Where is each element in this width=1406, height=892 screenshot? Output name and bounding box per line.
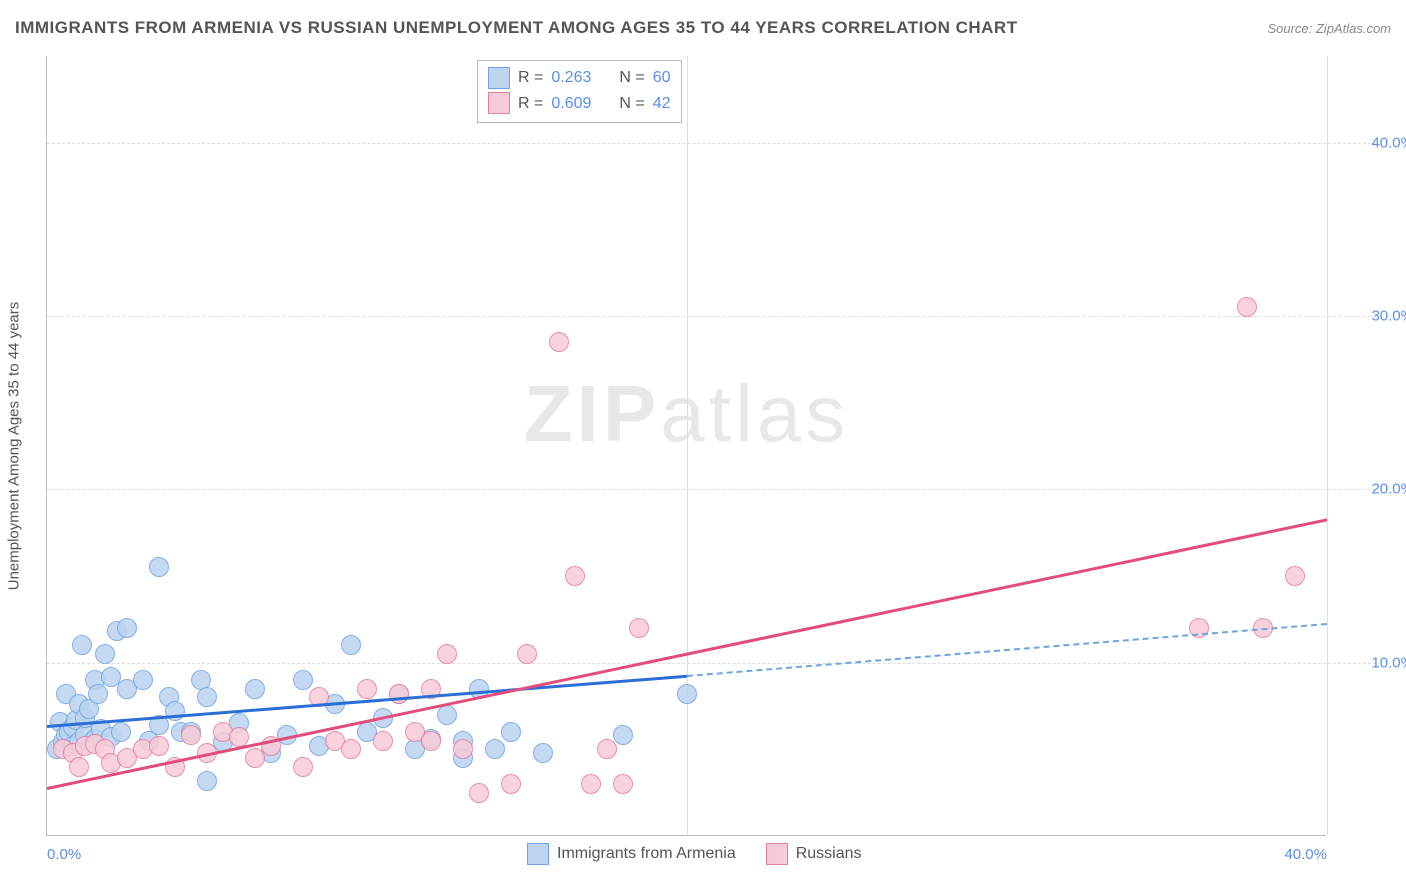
legend-correlation: R = 0.263 N = 60 R = 0.609 N = 42 [477,60,682,123]
scatter-point [117,618,137,638]
trend-line-extrapolated [687,623,1327,677]
x-tick-label: 0.0% [47,846,81,863]
scatter-point [629,618,649,638]
scatter-point [469,783,489,803]
y-tick-label: 10.0% [1371,654,1406,671]
y-tick-label: 20.0% [1371,481,1406,498]
scatter-point [613,774,633,794]
legend-item: Immigrants from Armenia [527,843,736,865]
scatter-point [485,739,505,759]
legend-r-value: 0.263 [551,65,591,91]
legend-swatch [766,843,788,865]
scatter-point [245,679,265,699]
scatter-point [293,757,313,777]
scatter-point [373,731,393,751]
legend-row: R = 0.263 N = 60 [488,65,671,91]
scatter-point [357,679,377,699]
legend-r-value: 0.609 [551,91,591,117]
watermark-bold: ZIP [524,369,660,458]
scatter-point [501,722,521,742]
gridline-h [47,316,1376,317]
scatter-point [453,739,473,759]
scatter-point [565,566,585,586]
scatter-point [501,774,521,794]
legend-n-value: 60 [653,65,671,91]
scatter-point [677,684,697,704]
scatter-point [197,687,217,707]
y-tick-label: 40.0% [1371,134,1406,151]
legend-row: R = 0.609 N = 42 [488,91,671,117]
scatter-point [533,743,553,763]
scatter-point [133,670,153,690]
legend-n-label: N = [619,65,644,91]
legend-swatch [488,67,510,89]
legend-swatch [488,92,510,114]
scatter-point [149,736,169,756]
scatter-point [517,644,537,664]
scatter-point [72,635,92,655]
scatter-point [613,725,633,745]
scatter-point [1285,566,1305,586]
chart-title: IMMIGRANTS FROM ARMENIA VS RUSSIAN UNEMP… [15,18,1018,38]
source-label: Source: ZipAtlas.com [1267,21,1391,36]
legend-series: Immigrants from Armenia Russians [527,843,862,865]
scatter-point [197,771,217,791]
scatter-point [597,739,617,759]
gridline-v [687,56,688,835]
scatter-point [293,670,313,690]
legend-swatch [527,843,549,865]
scatter-point [549,332,569,352]
scatter-point [95,644,115,664]
scatter-point [437,644,457,664]
plot-area: ZIPatlas 10.0%20.0%30.0%40.0%0.0%40.0%R … [46,56,1326,836]
scatter-point [421,731,441,751]
scatter-point [88,684,108,704]
scatter-point [437,705,457,725]
legend-label: Immigrants from Armenia [557,845,736,863]
scatter-point [341,635,361,655]
scatter-point [581,774,601,794]
y-tick-label: 30.0% [1371,308,1406,325]
x-tick-label: 40.0% [1284,846,1327,863]
watermark-light: atlas [660,369,849,458]
legend-n-value: 42 [653,91,671,117]
gridline-h [47,663,1376,664]
scatter-point [111,722,131,742]
scatter-point [181,725,201,745]
scatter-point [1237,297,1257,317]
scatter-point [69,757,89,777]
scatter-point [149,557,169,577]
legend-n-label: N = [619,91,644,117]
legend-r-label: R = [518,91,543,117]
legend-label: Russians [796,845,862,863]
scatter-point [341,739,361,759]
title-bar: IMMIGRANTS FROM ARMENIA VS RUSSIAN UNEMP… [15,18,1391,38]
legend-item: Russians [766,843,862,865]
gridline-h [47,143,1376,144]
gridline-v [1327,56,1328,835]
gridline-h [47,489,1376,490]
y-axis-title: Unemployment Among Ages 35 to 44 years [6,302,23,591]
legend-r-label: R = [518,65,543,91]
